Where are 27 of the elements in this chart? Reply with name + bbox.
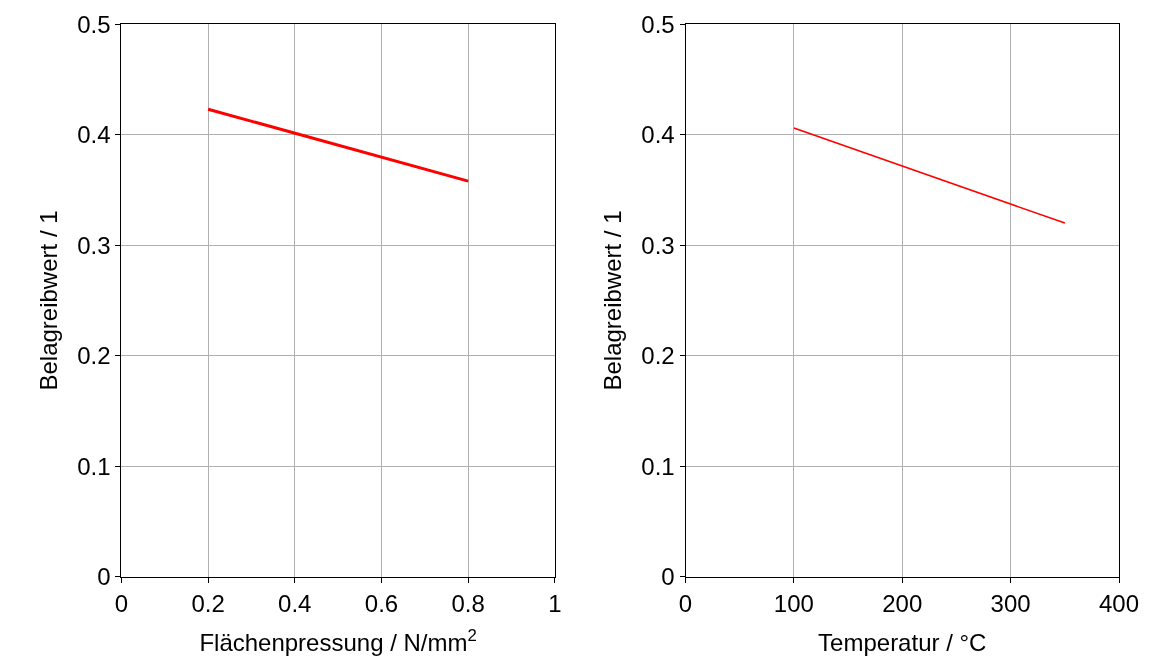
x-tick-label: 0 [678, 589, 693, 617]
x-axis-title: Flächenpressung / N/mm$^{2}$ [199, 625, 477, 656]
x-tick-label: 0.8 [451, 589, 485, 617]
x-tick-label: 200 [882, 589, 923, 617]
x-tick-label: 0.2 [191, 589, 225, 617]
y-tick-label: 0.2 [641, 342, 675, 370]
y-tick-label: 0.2 [77, 342, 111, 370]
y-tick-label: 0.1 [77, 452, 111, 480]
x-axis-title: Temperatur / °C [818, 628, 987, 656]
y-tick-label: 0.5 [641, 10, 675, 38]
y-axis-title: Belagreibwert / 1 [599, 210, 627, 391]
y-axis-title: Belagreibwert / 1 [35, 210, 63, 391]
y-tick-label: 0.3 [641, 231, 675, 259]
x-tick-label: 1 [548, 589, 562, 617]
y-tick-label: 0.4 [641, 121, 675, 149]
y-tick-label: 0.4 [77, 121, 111, 149]
x-tick-label: 100 [773, 589, 814, 617]
y-tick-label: 0 [97, 563, 111, 591]
x-tick-label: 400 [1098, 589, 1140, 617]
x-tick-label: 300 [990, 589, 1031, 617]
y-tick-label: 0.1 [641, 452, 675, 480]
x-tick-label: 0.4 [278, 589, 312, 617]
y-tick-label: 0.3 [77, 231, 111, 259]
y-tick-label: 0.5 [77, 10, 111, 38]
x-tick-label: 0.6 [364, 589, 399, 617]
x-tick-label: 0 [114, 589, 129, 617]
y-tick-label: 0 [661, 563, 675, 591]
